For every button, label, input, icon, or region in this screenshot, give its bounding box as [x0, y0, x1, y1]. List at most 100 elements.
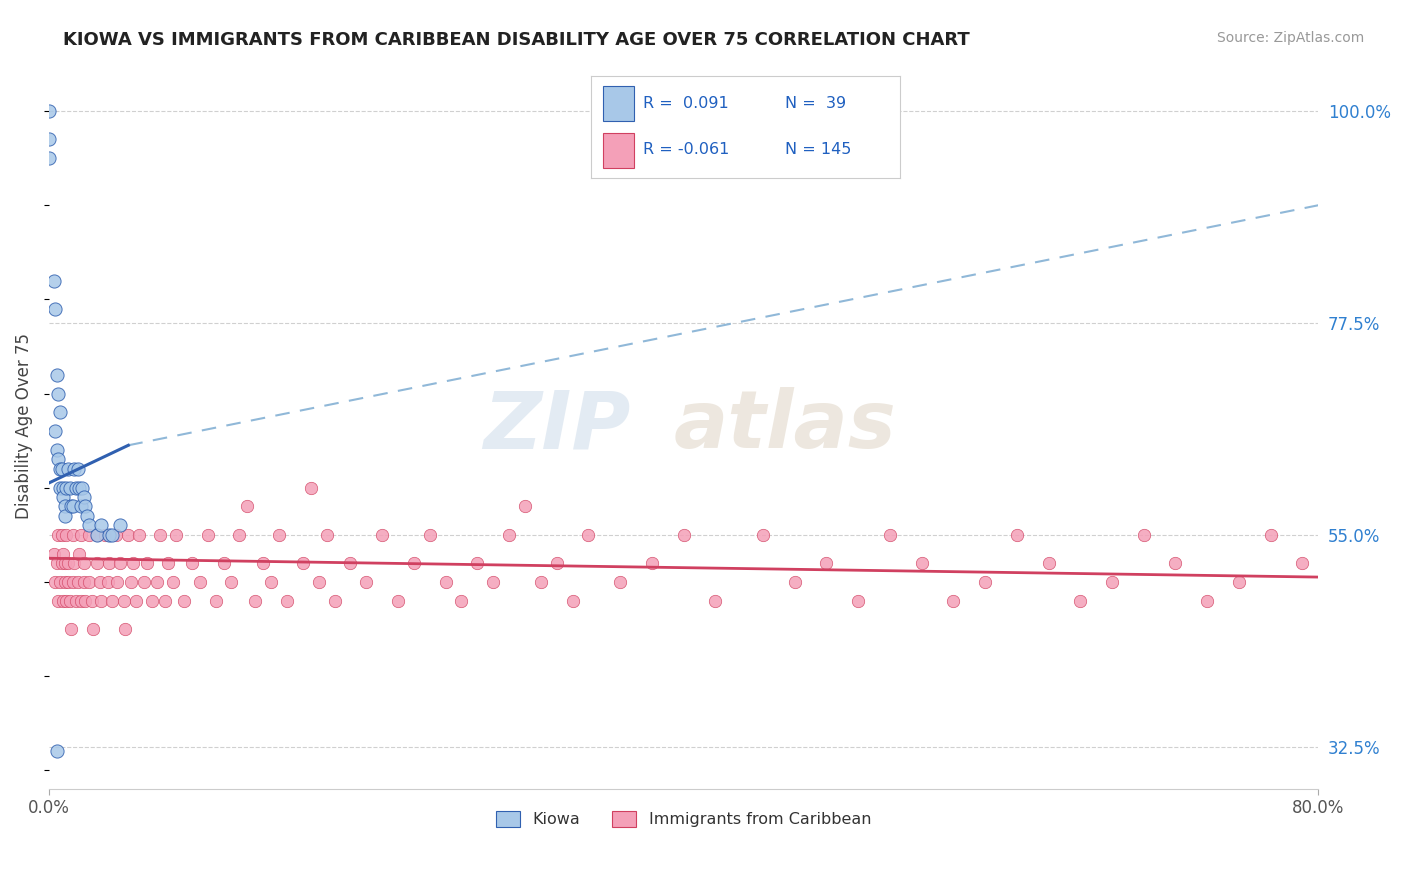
Text: KIOWA VS IMMIGRANTS FROM CARIBBEAN DISABILITY AGE OVER 75 CORRELATION CHART: KIOWA VS IMMIGRANTS FROM CARIBBEAN DISAB…	[63, 31, 970, 49]
Point	[65, 593, 87, 607]
Point	[82, 622, 104, 636]
Y-axis label: Disability Age Over 75: Disability Age Over 75	[15, 334, 32, 519]
Point	[323, 593, 346, 607]
Point	[114, 622, 136, 636]
Point	[44, 574, 66, 589]
Point	[156, 556, 179, 570]
Point	[104, 527, 127, 541]
Text: N =  39: N = 39	[786, 96, 846, 111]
Point	[117, 527, 139, 541]
Point	[52, 547, 75, 561]
Point	[105, 574, 128, 589]
Point	[188, 574, 211, 589]
Point	[69, 593, 91, 607]
Point	[704, 593, 727, 607]
Point	[67, 481, 90, 495]
Point	[204, 593, 226, 607]
Point	[75, 500, 97, 514]
Point	[38, 104, 60, 119]
Point	[110, 556, 132, 570]
Point	[56, 556, 79, 570]
Point	[98, 527, 121, 541]
Point	[467, 556, 489, 570]
Bar	[603, 133, 634, 168]
Point	[86, 527, 108, 541]
Point	[86, 527, 108, 541]
Point	[149, 527, 172, 541]
Point	[122, 556, 145, 570]
Point	[53, 556, 76, 570]
Point	[98, 556, 121, 570]
Point	[846, 593, 869, 607]
Point	[1291, 556, 1313, 570]
Point	[52, 481, 75, 495]
Point	[180, 556, 202, 570]
Point	[77, 574, 100, 589]
Point	[48, 386, 70, 401]
Point	[48, 452, 70, 467]
Point	[110, 518, 132, 533]
Point	[276, 593, 298, 607]
Point	[45, 368, 67, 382]
Point	[73, 556, 96, 570]
Point	[245, 593, 267, 607]
Point	[267, 527, 290, 541]
Point	[1197, 593, 1219, 607]
Point	[53, 508, 76, 523]
Point	[51, 462, 73, 476]
Point	[165, 527, 187, 541]
Point	[42, 547, 65, 561]
Point	[86, 556, 108, 570]
Point	[72, 481, 94, 495]
Point	[73, 574, 96, 589]
Point	[112, 593, 135, 607]
Point	[402, 556, 425, 570]
Point	[162, 574, 184, 589]
Point	[136, 556, 159, 570]
Text: N = 145: N = 145	[786, 142, 852, 157]
Point	[1005, 527, 1028, 541]
Point	[356, 574, 378, 589]
Legend: Kiowa, Immigrants from Caribbean: Kiowa, Immigrants from Caribbean	[488, 803, 879, 835]
Point	[752, 527, 775, 541]
Point	[482, 574, 505, 589]
Point	[63, 556, 86, 570]
Point	[910, 556, 932, 570]
Point	[55, 527, 77, 541]
Point	[1164, 556, 1187, 570]
Point	[44, 424, 66, 438]
Point	[63, 462, 86, 476]
Point	[55, 481, 77, 495]
Point	[121, 574, 143, 589]
Point	[212, 556, 235, 570]
Point	[387, 593, 409, 607]
Point	[48, 527, 70, 541]
Point	[49, 574, 72, 589]
Point	[66, 574, 89, 589]
Point	[221, 574, 243, 589]
Point	[52, 593, 75, 607]
Point	[76, 508, 98, 523]
Point	[38, 132, 60, 146]
Point	[65, 481, 87, 495]
Point	[561, 593, 583, 607]
Point	[44, 301, 66, 316]
Point	[546, 556, 568, 570]
Point	[62, 527, 84, 541]
Point	[66, 462, 89, 476]
Point	[299, 481, 322, 495]
Point	[45, 744, 67, 758]
Point	[434, 574, 457, 589]
Point	[56, 462, 79, 476]
Point	[42, 274, 65, 288]
Point	[51, 556, 73, 570]
Point	[53, 574, 76, 589]
Point	[73, 490, 96, 504]
Point	[141, 593, 163, 607]
Point	[128, 527, 150, 541]
Point	[67, 547, 90, 561]
Point	[578, 527, 600, 541]
Point	[52, 490, 75, 504]
Point	[48, 593, 70, 607]
Text: R = -0.061: R = -0.061	[643, 142, 730, 157]
